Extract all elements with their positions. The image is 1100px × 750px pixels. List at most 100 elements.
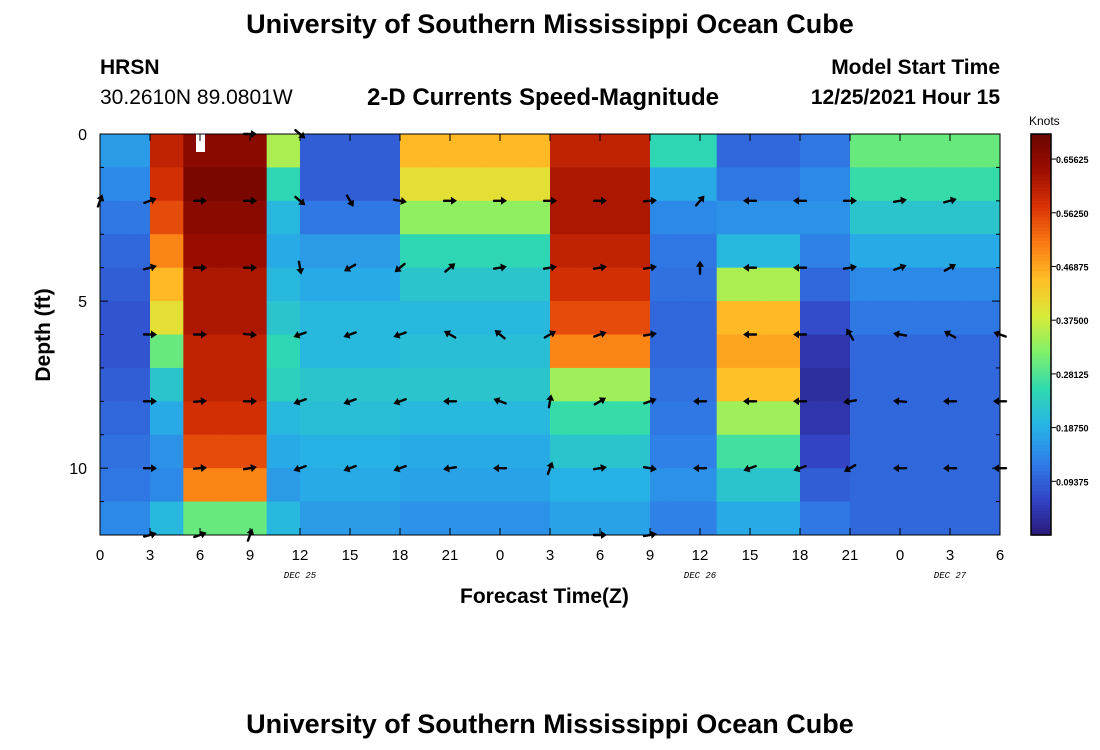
heatmap-cell	[500, 401, 518, 436]
heatmap-cell	[166, 434, 184, 469]
heatmap-cell	[266, 301, 284, 336]
vector-arrow-head	[493, 464, 499, 473]
heatmap-cell	[133, 434, 151, 469]
heatmap-cell	[566, 200, 584, 235]
heatmap-cell	[816, 434, 834, 469]
heatmap-cell	[800, 200, 818, 235]
y-tick-label: 5	[78, 294, 87, 311]
heatmap-cell	[683, 301, 701, 336]
heatmap-cell	[283, 501, 301, 535]
heatmap-cell	[783, 367, 801, 402]
colorbar-tick-label: 0.65625	[1056, 155, 1089, 165]
heatmap-cell	[566, 134, 584, 169]
heatmap-cell	[933, 267, 951, 302]
heatmap-cell	[916, 334, 934, 369]
heatmap-cell	[316, 301, 334, 336]
heatmap-cell	[683, 267, 701, 302]
colorbar-segment	[1031, 284, 1051, 289]
heatmap-cell	[966, 301, 984, 336]
vector-arrow	[943, 464, 958, 473]
heatmap-cell	[383, 501, 401, 535]
heatmap-cell	[366, 234, 384, 269]
heatmap-cell	[233, 134, 251, 169]
heatmap-cell	[433, 468, 451, 503]
vector-arrow	[393, 464, 407, 473]
heatmap-cell	[583, 134, 601, 169]
heatmap-cell	[333, 434, 351, 469]
heatmap-cell	[233, 200, 251, 235]
colorbar-segment	[1031, 311, 1051, 316]
vector-arrow-head	[900, 196, 907, 205]
vector-arrow	[492, 196, 507, 205]
colorbar-segment	[1031, 401, 1051, 406]
heatmap-cell	[666, 468, 684, 503]
heatmap-cell	[700, 434, 718, 469]
heatmap-cell	[883, 334, 901, 369]
heatmap-cell	[866, 167, 884, 202]
heatmap-cell	[533, 501, 551, 535]
heatmap-cell	[916, 234, 934, 269]
heatmap-cell	[400, 367, 418, 402]
heatmap-cell	[500, 501, 518, 535]
heatmap-cell	[883, 134, 901, 169]
vector-arrow-head	[546, 461, 555, 469]
colorbar-segment	[1031, 384, 1051, 389]
colorbar-segment	[1031, 147, 1051, 152]
x-tick-label: 9	[246, 547, 254, 564]
colorbar-segment	[1031, 367, 1051, 372]
heatmap-cell	[700, 267, 718, 302]
heatmap-cell	[600, 401, 618, 436]
heatmap-cell	[416, 401, 434, 436]
heatmap-cell	[866, 234, 884, 269]
colorbar: Knots 0.65625 0.56250 0.46875 0.37500 0.28125…	[1029, 114, 1089, 536]
heatmap-cell	[483, 334, 501, 369]
heatmap-cell	[366, 334, 384, 369]
heatmap-cell	[100, 468, 118, 503]
heatmap-cell	[933, 134, 951, 169]
heatmap-cell	[816, 267, 834, 302]
heatmap-cell	[400, 134, 418, 169]
heatmap-cell	[216, 468, 234, 503]
vector-arrow	[743, 397, 758, 406]
heatmap-cell	[600, 267, 618, 302]
heatmap-cell	[900, 434, 918, 469]
heatmap-cell	[900, 234, 918, 269]
heatmap-cell	[516, 401, 534, 436]
heatmap-cell	[733, 267, 751, 302]
vector-arrow-head	[548, 330, 557, 338]
vector-arrow	[192, 196, 207, 205]
colorbar-segment	[1031, 291, 1051, 295]
vector-arrow-head	[943, 397, 949, 406]
heatmap-cell	[466, 401, 484, 436]
colorbar-segment	[1031, 374, 1051, 379]
colorbar-segment	[1031, 194, 1051, 199]
heatmap-cell	[516, 434, 534, 469]
heatmap-cell	[200, 167, 218, 202]
heatmap-cell	[233, 167, 251, 202]
heatmap-cell	[583, 367, 601, 402]
heatmap-cell	[550, 501, 568, 535]
vector-arrow	[192, 263, 207, 272]
vector-arrow-head	[451, 196, 457, 205]
colorbar-segment	[1031, 377, 1051, 382]
heatmap-cell	[666, 434, 684, 469]
heatmap-cell	[450, 301, 468, 336]
heatmap-cell	[416, 434, 434, 469]
vector-arrow-head	[151, 330, 157, 339]
colorbar-segment	[1031, 234, 1051, 239]
heatmap-cell	[166, 200, 184, 235]
heatmap-cell	[116, 267, 134, 302]
heatmap-cell	[833, 234, 851, 269]
heatmap-cell	[166, 134, 184, 169]
heatmap-cell	[250, 301, 268, 336]
heatmap-cell	[566, 401, 584, 436]
heatmap-cell	[250, 434, 268, 469]
heatmap-cell	[533, 134, 551, 169]
heatmap-cell	[850, 200, 868, 235]
vector-arrow	[696, 260, 704, 275]
heatmap-cell	[583, 501, 601, 535]
heatmap-cell	[300, 200, 318, 235]
heatmap-cell	[716, 200, 734, 235]
colorbar-segment	[1031, 464, 1051, 469]
heatmap-cell	[966, 401, 984, 436]
